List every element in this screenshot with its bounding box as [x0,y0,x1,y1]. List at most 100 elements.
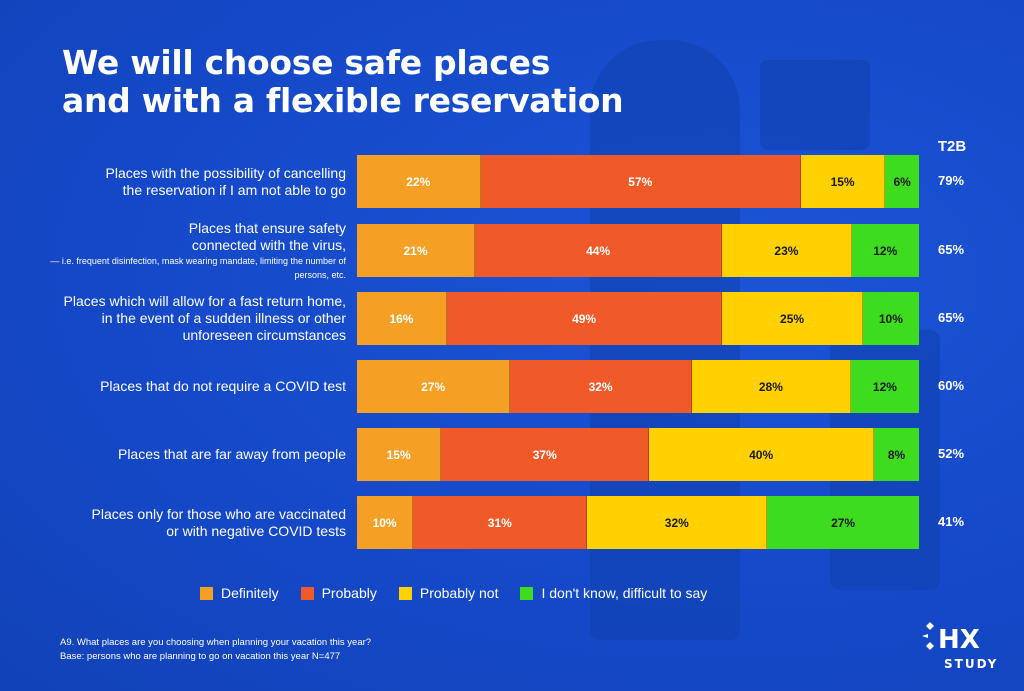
data-label-3-3: 25% [780,311,805,326]
data-label-4-1: 27% [421,379,446,394]
legend-swatch-probably-not [398,586,412,600]
bar-segment-4-4: 12% [850,360,919,413]
data-label-6-3: 32% [664,515,689,530]
legend-label-probably: Probably [321,585,377,601]
data-label-4-2: 32% [588,379,613,394]
row-label-3-line3: unforeseen circumstances [182,327,346,343]
bar-segment-2-4: 12% [851,224,919,277]
row-label-5: Places that are far away from people [20,428,346,481]
bar-segment-1-2: 57% [480,155,801,208]
data-label-3-2: 49% [572,311,597,326]
t2b-value-5: 52% [937,446,965,461]
logo-graphic: HX STUDY [922,622,998,671]
row-label-4: Places that do not require a COVID test [20,360,346,413]
bar-segment-6-3: 32% [587,496,768,549]
legend-item-dont-know: I don't know, difficult to say [520,585,707,601]
bar-segment-4-3: 28% [691,360,851,413]
data-label-6-1: 10% [372,515,397,530]
legend-item-definitely: Definitely [200,585,279,601]
title-line-1: We will choose safe places [62,43,551,82]
bar-segment-5-4: 8% [874,428,919,481]
bar-segment-6-2: 31% [413,496,588,549]
bar-segment-1-3: 15% [800,155,886,208]
t2b-header: T2B [937,138,967,155]
row-label-3-line1: Places which will allow for a fast retur… [63,293,346,309]
t2b-value-6: 41% [937,514,965,529]
data-label-6-4: 27% [831,515,856,530]
logo-sub-text: STUDY [944,657,998,671]
data-label-2-1: 21% [403,243,428,258]
data-label-2-2: 44% [586,243,611,258]
bar-segment-5-1: 15% [357,428,442,481]
bar-row-6: 10% 31% 32% 27% [357,496,919,549]
bar-segment-4-1: 27% [357,360,511,413]
bar-segment-5-2: 37% [441,428,650,481]
bar-segment-3-2: 49% [446,292,723,345]
bar-segment-2-2: 44% [475,224,723,277]
bar-row-1: 22% 57% 15% 6% [357,155,919,208]
t2b-value-4: 60% [937,378,965,393]
legend-swatch-dont-know [520,586,534,600]
page-title: We will choose safe places and with a fl… [62,44,662,120]
bar-row-3: 16% 49% 25% 10% [357,292,919,345]
bar-segment-3-3: 25% [722,292,863,345]
legend: Definitely Probably Probably not I don't… [200,584,707,602]
data-label-4-4: 12% [872,379,897,394]
row-label-3-line2: in the event of a sudden illness or othe… [101,310,346,326]
row-label-1: Places with the possibility of cancellin… [20,155,346,208]
logo-brand-text: HX [938,625,980,655]
row-label-2: Places that ensure safety connected with … [20,220,346,280]
data-label-3-1: 16% [389,311,414,326]
title-line-2: and with a flexible reservation [62,81,624,120]
data-label-5-3: 40% [749,447,774,462]
data-label-5-2: 37% [532,447,557,462]
legend-label-definitely: Definitely [221,585,279,601]
legend-item-probably: Probably [300,585,377,601]
legend-label-probably-not: Probably not [419,585,499,601]
t2b-value-1: 79% [937,173,965,188]
row-label-6: Places only for those who are vaccinated… [20,496,346,549]
background-calendar [760,60,870,150]
data-label-6-2: 31% [487,515,512,530]
legend-swatch-definitely [200,586,213,600]
bar-segment-3-4: 10% [862,292,919,345]
row-label-2-sub: — i.e. frequent disinfection, mask weari… [50,255,346,280]
bar-segment-6-4: 27% [767,496,919,549]
bar-segment-1-4: 6% [885,155,919,208]
data-label-1-2: 57% [628,174,653,189]
row-label-4-line1: Places that do not require a COVID test [100,378,346,394]
t2b-value-2: 65% [937,242,965,257]
data-label-1-4: 6% [893,174,911,189]
t2b-value-3: 65% [937,310,965,325]
legend-item-probably-not: Probably not [398,585,499,601]
row-label-2-line1: Places that ensure safety [188,219,346,236]
data-label-1-3: 15% [830,174,855,189]
data-label-1-1: 22% [406,174,431,189]
bar-segment-4-2: 32% [510,360,692,413]
bar-row-5: 15% 37% 40% 8% [357,428,919,481]
data-label-4-3: 28% [758,379,783,394]
row-label-5-line1: Places that are far away from people [117,446,346,462]
bar-row-4: 27% 32% 28% 12% [357,360,919,413]
row-label-6-line2: or with negative COVID tests [166,522,346,539]
data-label-2-4: 12% [873,243,898,258]
data-label-5-1: 15% [386,447,411,462]
row-label-6-line1: Places only for those who are vaccinated [91,505,346,522]
data-label-5-4: 8% [887,447,906,462]
bar-segment-2-1: 21% [357,224,476,277]
row-label-1-line2: the reservation if I am not able to go [122,181,346,198]
row-label-1-line1: Places with the possibility of cancellin… [105,164,346,181]
bar-row-2: 21% 44% 23% 12% [357,224,919,277]
hx-study-logo: HX STUDY [920,620,1000,676]
legend-label-dont-know: I don't know, difficult to say [541,585,708,601]
bar-segment-6-1: 10% [357,496,414,549]
row-label-2-line2: connected with the virus, [191,236,346,253]
footnote: A9. What places are you choosing when pl… [60,636,371,664]
bar-segment-1-1: 22% [357,155,481,208]
data-label-3-4: 10% [878,311,903,326]
bar-segment-2-3: 23% [722,224,852,277]
footnote-base: Base: persons who are planning to go on … [60,651,341,662]
row-label-3: Places which will allow for a fast retur… [20,292,346,345]
data-label-2-3: 23% [774,243,799,258]
bar-segment-3-1: 16% [357,292,447,345]
